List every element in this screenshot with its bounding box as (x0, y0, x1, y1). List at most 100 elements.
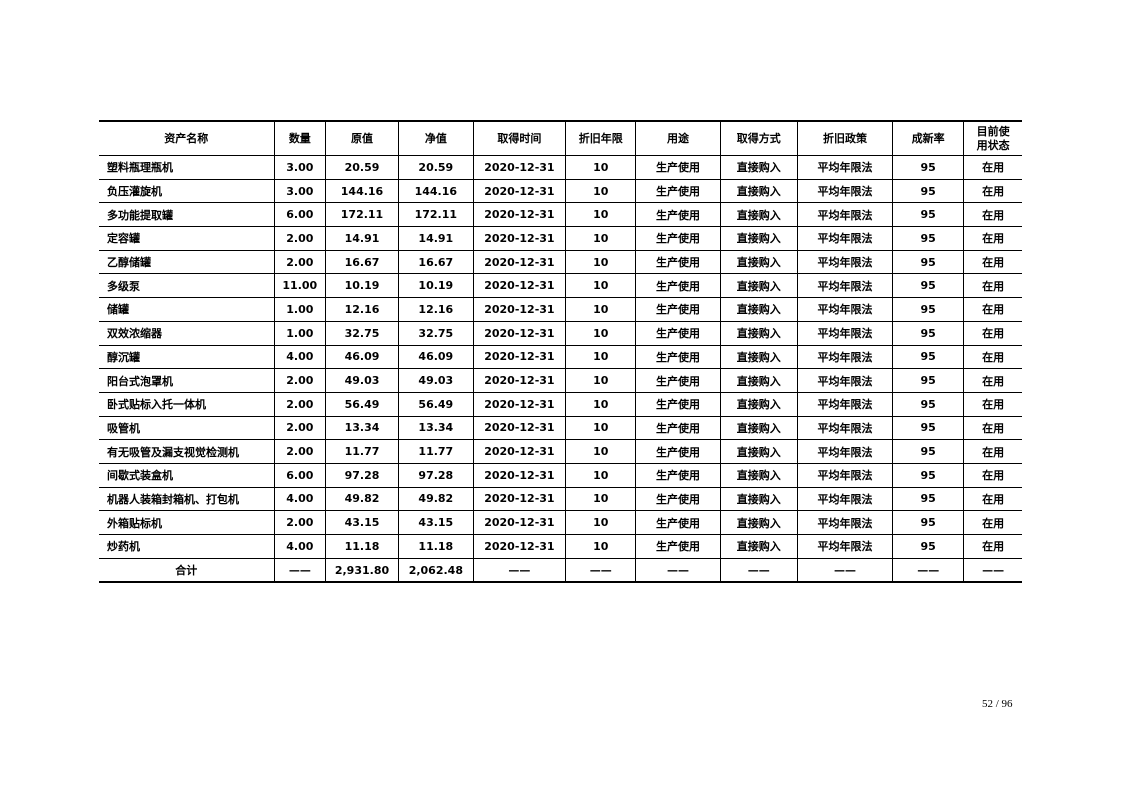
table-cell: 2020-12-31 (472, 439, 566, 464)
table-row: 多级泵 11.00 10.19 10.19 2020-12-31 10 生产使用 直接购入 平均… (99, 273, 1022, 299)
table-cell: 平均年限法 (796, 510, 893, 535)
table-cell: 11.18 (325, 534, 399, 559)
table-cell: 阳台式泡罩机 (99, 368, 275, 393)
table-cell: 10.19 (325, 273, 399, 299)
table-cell: 在用 (963, 202, 1022, 228)
table-cell: 144.16 (325, 179, 399, 204)
table-cell: 10 (565, 155, 636, 180)
table-cell: 95 (892, 463, 964, 488)
table-cell: 4.00 (273, 534, 326, 559)
table-cell: 在用 (963, 392, 1022, 417)
table-cell: 97.28 (325, 463, 399, 488)
table-cell: 10 (565, 226, 636, 251)
table-cell: —— (796, 558, 893, 583)
column-header: 成新率 (892, 121, 964, 156)
table-cell: 在用 (963, 487, 1022, 512)
asset-table: 资产名称 数量 原值 净值 取得时间 折旧年限 用途 取得方式 折旧政策 成新率 目前使 用状态 塑料… (99, 120, 1022, 584)
table-cell: 在用 (963, 345, 1022, 370)
table-cell: 直接购入 (719, 345, 798, 370)
table-row: 有无吸管及漏支视觉检测机 2.00 11.77 11.77 2020-12-31 10 生产… (99, 439, 1022, 464)
table-cell: 2020-12-31 (472, 345, 566, 370)
table-cell: 2.00 (273, 250, 326, 275)
table-cell: 49.82 (325, 487, 399, 512)
table-cell: 在用 (963, 368, 1022, 393)
table-cell: 95 (892, 439, 964, 464)
table-cell: 2.00 (273, 226, 326, 251)
table-cell: 卧式贴标入托一体机 (99, 392, 275, 417)
table-cell: 16.67 (325, 250, 399, 275)
column-header-text: 折旧年限 (578, 131, 623, 145)
table-row: 储罐 1.00 12.16 12.16 2020-12-31 10 生产使用 直接购入 平均年限… (99, 297, 1022, 322)
table-cell: 2020-12-31 (472, 179, 566, 204)
table-cell: 在用 (963, 534, 1022, 559)
table-cell: 12.16 (397, 297, 474, 322)
table-cell: 2020-12-31 (472, 297, 566, 322)
column-header-text: 用状态 (976, 138, 1010, 152)
table-row: 定容罐 2.00 14.91 14.91 2020-12-31 10 生产使用 直接购入 平均年… (99, 226, 1022, 251)
table-cell: 平均年限法 (796, 487, 893, 512)
table-cell: 95 (892, 226, 964, 251)
table-cell: 95 (892, 321, 964, 346)
table-cell: 6.00 (273, 463, 326, 488)
table-cell: 生产使用 (635, 487, 721, 512)
table-cell: 56.49 (325, 392, 399, 417)
table-cell: 生产使用 (635, 250, 721, 275)
column-header: 折旧年限 (565, 121, 636, 156)
table-cell: 在用 (963, 510, 1022, 535)
column-header: 数量 (273, 121, 326, 156)
table-cell: 平均年限法 (796, 416, 893, 441)
table-cell: 生产使用 (635, 439, 721, 464)
table-cell: 间歇式装盒机 (99, 463, 275, 488)
table-cell: 直接购入 (719, 226, 798, 251)
table-cell: 生产使用 (635, 155, 721, 180)
table-row: 乙醇储罐 2.00 16.67 16.67 2020-12-31 10 生产使用 直接购入 平均… (99, 250, 1022, 275)
table-cell: 10 (565, 510, 636, 535)
column-header-text: 折旧政策 (823, 131, 868, 145)
table-cell: 在用 (963, 463, 1022, 488)
table-cell: 合计 (99, 558, 275, 583)
table-cell: 95 (892, 155, 964, 180)
table-cell: 直接购入 (719, 463, 798, 488)
table-cell: 2020-12-31 (472, 392, 566, 417)
table-cell: 直接购入 (719, 439, 798, 464)
table-cell: 直接购入 (719, 250, 798, 275)
table-row: 塑料瓶理瓶机 3.00 20.59 20.59 2020-12-31 10 生产使用 直接购入… (99, 155, 1022, 180)
table-row: 阳台式泡罩机 2.00 49.03 49.03 2020-12-31 10 生产使用 直接购入… (99, 368, 1022, 393)
page-number: 52 / 96 (982, 698, 1013, 710)
table-cell: 多级泵 (99, 273, 275, 299)
table-cell: —— (565, 558, 636, 583)
table-row: 双效浓缩器 1.00 32.75 32.75 2020-12-31 10 生产使用 直接购入平… (99, 321, 1022, 346)
column-header: 折旧政策 (796, 121, 893, 156)
table-cell: 2020-12-31 (472, 226, 566, 251)
table-cell: 95 (892, 534, 964, 559)
table-cell: 2,062.48 (397, 558, 474, 583)
table-cell: 生产使用 (635, 392, 721, 417)
table-cell: 3.00 (273, 179, 326, 204)
table-cell: 生产使用 (635, 226, 721, 251)
table-cell: 生产使用 (635, 321, 721, 346)
table-cell: 直接购入 (719, 202, 798, 228)
table-row: 机器人装箱封箱机、打包机 4.00 49.82 49.82 2020-12-31 10 生产… (99, 487, 1022, 512)
table-cell: 平均年限法 (796, 368, 893, 393)
table-cell: 在用 (963, 297, 1022, 322)
table-cell: 直接购入 (719, 534, 798, 559)
column-header-text: 取得方式 (736, 131, 781, 145)
table-cell: 定容罐 (99, 226, 275, 251)
table-cell: 吸管机 (99, 416, 275, 441)
table-cell: 平均年限法 (796, 297, 893, 322)
table-cell: 95 (892, 273, 964, 299)
table-cell: 2020-12-31 (472, 273, 566, 299)
column-header-text: 目前使 (976, 124, 1010, 138)
table-cell: 机器人装箱封箱机、打包机 (99, 487, 275, 512)
table-cell: 1.00 (273, 297, 326, 322)
table-cell: 直接购入 (719, 487, 798, 512)
table-cell: 2.00 (273, 368, 326, 393)
table-cell: 有无吸管及漏支视觉检测机 (99, 439, 275, 464)
table-cell: 20.59 (397, 155, 474, 180)
table-cell: 4.00 (273, 487, 326, 512)
table-row: 间歇式装盒机 6.00 97.28 97.28 2020-12-31 10 生产使用 直接购入… (99, 463, 1022, 488)
table-cell: 2,931.80 (325, 558, 399, 583)
table-cell: 平均年限法 (796, 202, 893, 228)
table-cell: 平均年限法 (796, 273, 893, 299)
table-cell: 2020-12-31 (472, 202, 566, 228)
